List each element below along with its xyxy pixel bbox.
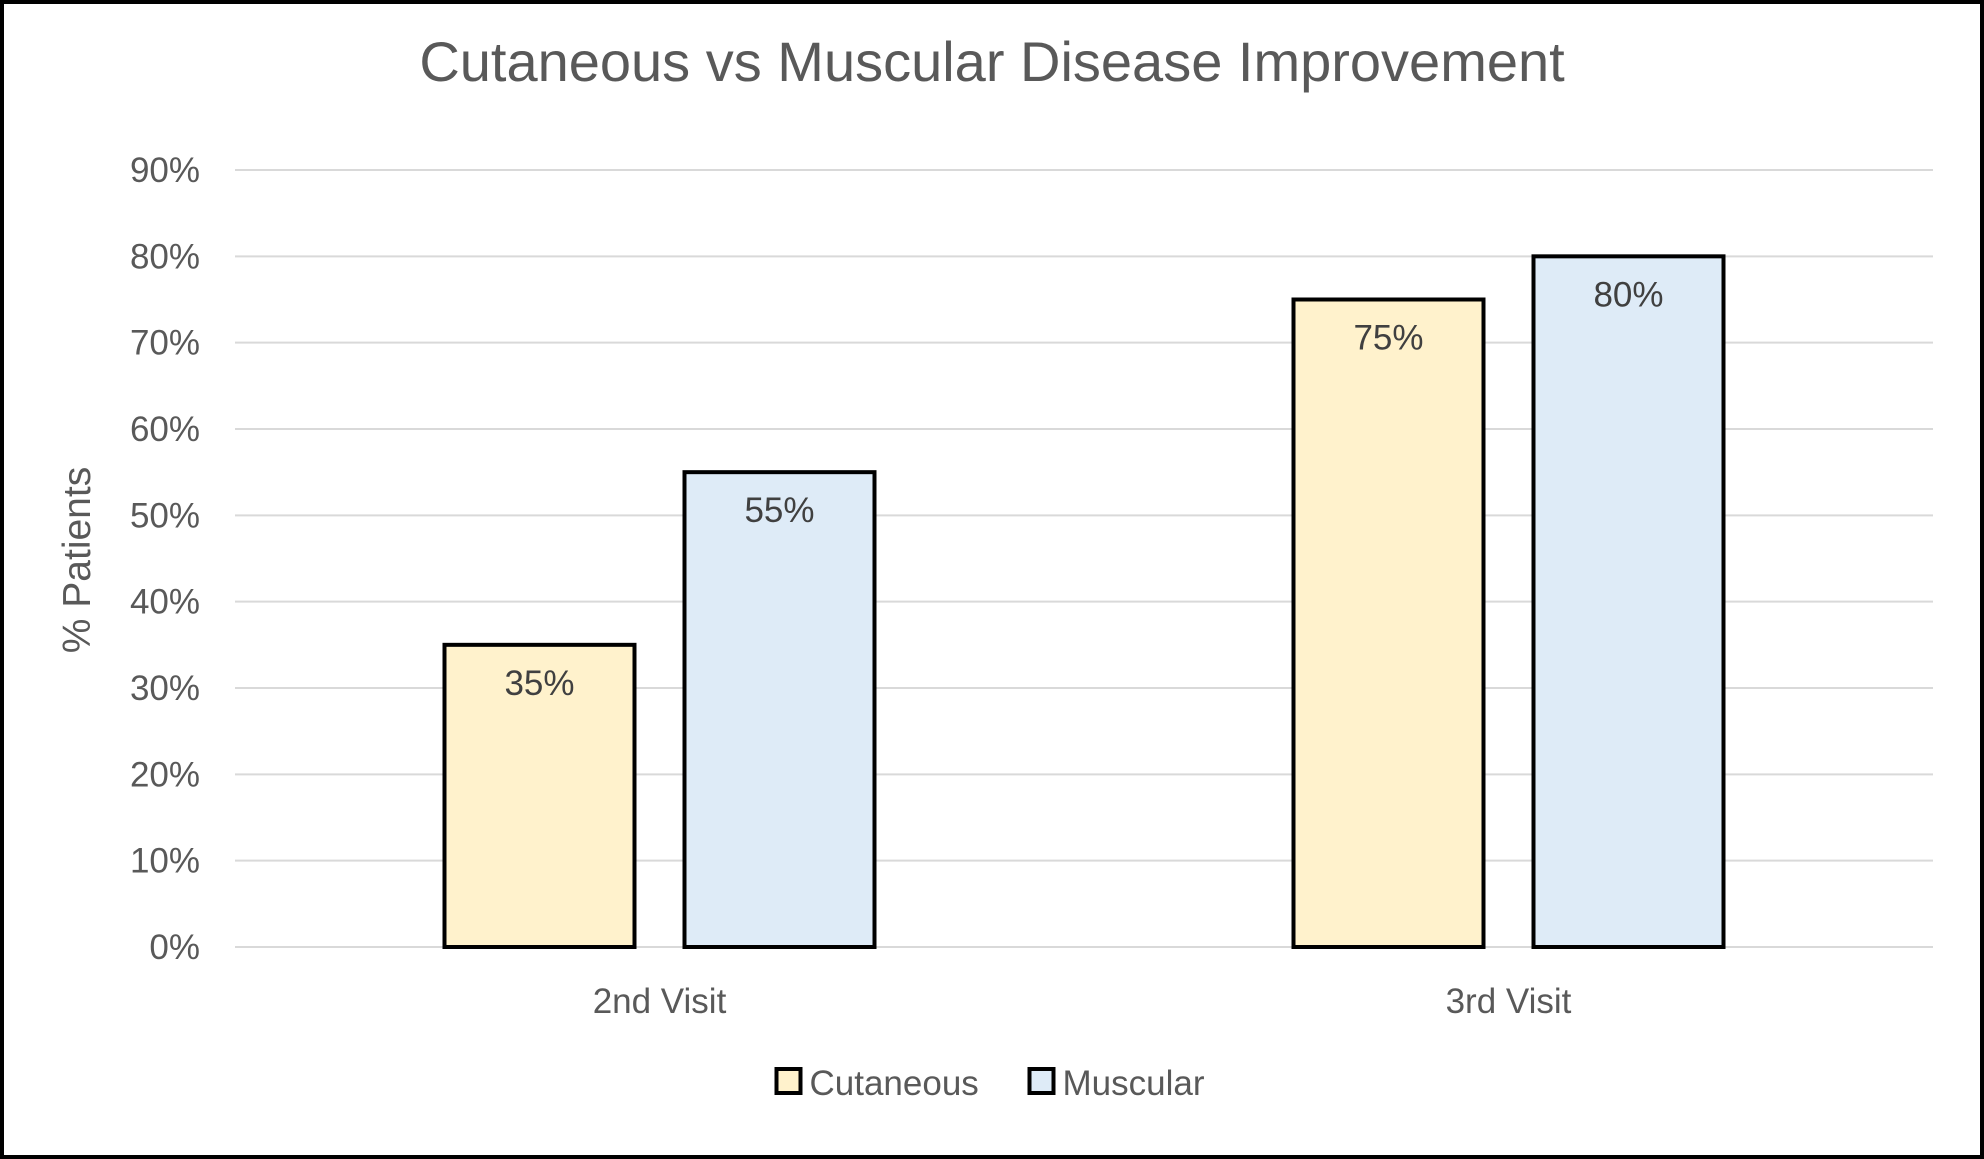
x-axis-ticks: 2nd Visit 3rd Visit [593, 982, 1572, 1021]
legend-label: Cutaneous [810, 1064, 979, 1103]
bar-cutaneous-1 [442, 642, 637, 949]
bar-chart: Cutaneous vs Muscular Disease Improvemen… [56, 30, 1933, 1103]
data-label: 35% [504, 664, 574, 703]
y-tick-label: 60% [130, 410, 200, 449]
chart-title: Cutaneous vs Muscular Disease Improvemen… [419, 30, 1565, 93]
legend-swatch-cutaneous [774, 1067, 803, 1095]
legend: Cutaneous Muscular [774, 1064, 1205, 1103]
y-tick-label: 0% [149, 928, 200, 967]
bar-cutaneous-2 [1291, 297, 1486, 949]
y-tick-label: 40% [130, 583, 200, 622]
data-label: 80% [1593, 275, 1663, 314]
bar-muscular-1 [682, 470, 877, 949]
y-axis-title: % Patients [56, 467, 99, 653]
y-tick-label: 10% [130, 842, 200, 881]
y-tick-label: 90% [130, 151, 200, 190]
y-tick-label: 30% [130, 669, 200, 708]
legend-swatch-muscular [1027, 1067, 1056, 1095]
legend-label: Muscular [1063, 1064, 1205, 1103]
data-label: 55% [744, 491, 814, 530]
y-tick-label: 80% [130, 237, 200, 276]
x-tick-label: 2nd Visit [593, 982, 727, 1021]
bars [442, 254, 1726, 950]
x-tick-label: 3rd Visit [1446, 982, 1572, 1021]
data-label: 75% [1353, 319, 1423, 358]
y-tick-label: 50% [130, 496, 200, 535]
y-tick-label: 70% [130, 324, 200, 363]
y-tick-label: 20% [130, 755, 200, 794]
bar-muscular-2 [1531, 254, 1726, 950]
y-axis-ticks: 0% 10% 20% 30% 40% 50% 60% 70% 80% 90% [130, 151, 200, 967]
data-labels: 35% 55% 75% 80% [504, 275, 1663, 702]
